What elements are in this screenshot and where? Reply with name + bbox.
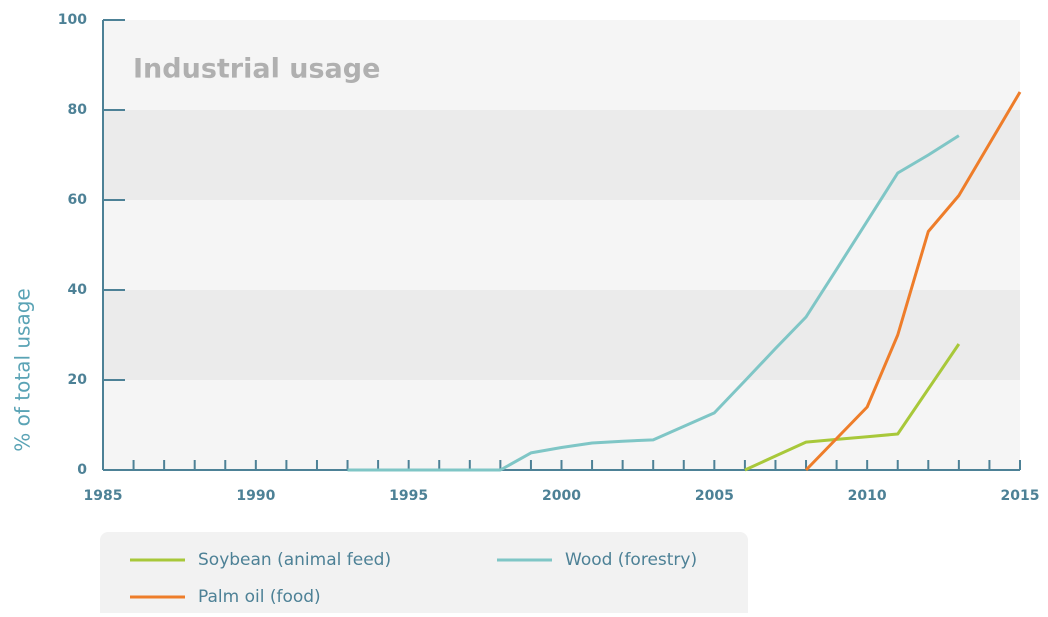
grid-band	[103, 290, 1020, 380]
x-tick-label: 2005	[695, 488, 734, 504]
grid-band	[103, 380, 1020, 470]
legend-box	[100, 532, 748, 617]
chart-title: Industrial usage	[133, 54, 380, 85]
data-line	[347, 134, 960, 472]
y-tick-label: 80	[68, 102, 88, 118]
y-tick-label: 20	[68, 372, 88, 388]
data-line	[744, 343, 961, 472]
x-tick-label: 2010	[848, 488, 887, 504]
x-tick-label: 1995	[389, 488, 428, 504]
y-tick-label: 60	[68, 192, 88, 208]
legend-label: Wood (forestry)	[565, 550, 697, 570]
y-tick-label: 100	[58, 12, 87, 28]
x-tick-label: 1985	[84, 488, 123, 504]
grid-band	[103, 20, 1020, 110]
x-tick-label: 2000	[542, 488, 581, 504]
data-line	[804, 91, 1022, 472]
grid-band	[103, 110, 1020, 200]
x-tick-label: 2015	[1001, 488, 1040, 504]
y-axis-title: % of total usage	[11, 288, 35, 451]
y-tick-label: 0	[77, 462, 87, 478]
x-tick-label: 1990	[236, 488, 275, 504]
legend-label: Palm oil (food)	[198, 587, 321, 607]
legend-label: Soybean (animal feed)	[198, 550, 391, 570]
y-tick-label: 40	[68, 282, 88, 298]
grid-band	[103, 200, 1020, 290]
